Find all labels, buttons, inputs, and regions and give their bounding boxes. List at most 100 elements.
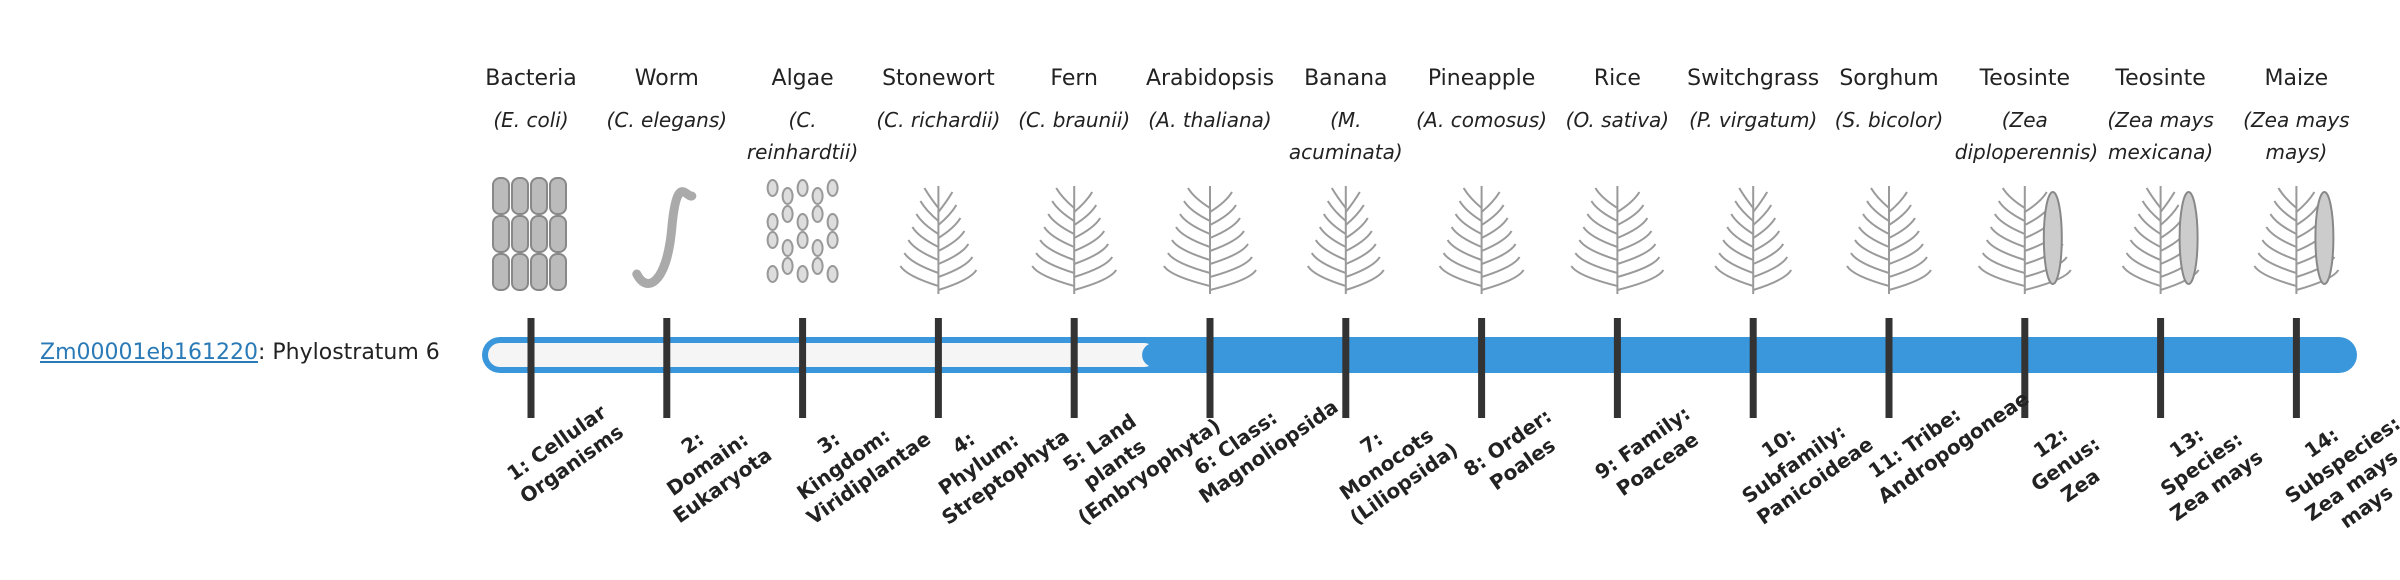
organism-species: (C. braunii) [1018, 108, 1131, 132]
leaf [1171, 239, 1211, 261]
leaf [2257, 252, 2297, 274]
leaf [1345, 243, 1377, 265]
leaf [1209, 191, 1233, 213]
bar-unfilled [488, 343, 1157, 367]
organism-species: (S. bicolor) [1834, 108, 1944, 132]
leaf [923, 187, 940, 209]
leaf [1163, 265, 1211, 287]
organism-name: Teosinte [2115, 66, 2206, 91]
organism-species: (C. reinhardtii) [746, 108, 859, 164]
cell [781, 239, 794, 257]
cell [492, 253, 510, 291]
leaf [1854, 239, 1890, 261]
leaf [1985, 239, 2026, 261]
ear [2042, 191, 2063, 285]
leaf [2137, 213, 2162, 235]
leaf [1888, 204, 1912, 226]
leaf [903, 252, 939, 274]
cell [826, 213, 839, 231]
cell [766, 231, 779, 249]
organism-name: Pineapple [1427, 66, 1536, 91]
leaf [1582, 226, 1618, 248]
leaf [2269, 213, 2297, 235]
cell [492, 177, 510, 215]
leaf [1322, 213, 1347, 235]
leaf [915, 213, 939, 235]
organism-illustration [1031, 186, 1118, 294]
cell [549, 177, 567, 215]
leaf [899, 265, 939, 287]
leaf [2159, 191, 2176, 213]
leaf [1714, 265, 1754, 287]
organism-species: (E. coli) [493, 108, 569, 132]
leaf [937, 217, 962, 239]
leaf [1310, 252, 1347, 274]
leaf [1187, 187, 1211, 209]
leaf [1318, 226, 1347, 248]
organism-name: Fern [1050, 66, 1098, 91]
ear [2178, 191, 2199, 285]
organism-species: (Zea diploperennis) [1954, 108, 2099, 164]
leaf [2024, 191, 2048, 213]
leaf [1888, 243, 1924, 265]
leaf [1209, 256, 1253, 278]
leaf [2261, 239, 2297, 261]
cell [549, 215, 567, 253]
leaf [937, 191, 954, 213]
leaf [2133, 226, 2162, 248]
organism-illustration [899, 186, 978, 294]
leaf [1738, 187, 1754, 209]
leaf [1590, 200, 1618, 222]
leaf [1345, 269, 1385, 291]
ear [2314, 191, 2335, 285]
gene-link[interactable]: Zm00001eb161220 [40, 340, 258, 365]
leaf [1167, 252, 1211, 274]
leaf [2273, 200, 2297, 222]
cell [811, 187, 824, 205]
leaf [1752, 256, 1789, 278]
leaf [907, 239, 939, 261]
leaf [1850, 252, 1890, 274]
organism-species: (C. richardii) [876, 108, 1001, 132]
leaf [911, 226, 939, 248]
cell [811, 239, 824, 257]
leaf [1888, 191, 1908, 213]
leaf [1570, 265, 1618, 287]
leaf [1481, 256, 1521, 278]
organism-species: (Zea mays mexicana) [2107, 108, 2214, 164]
cell [766, 179, 779, 197]
leaf [937, 230, 966, 252]
leaf [1073, 243, 1110, 265]
leaf [1480, 191, 1501, 213]
cell [492, 215, 510, 253]
leaf [2265, 226, 2297, 248]
organism-name: Arabidopsis [1145, 66, 1275, 91]
organism-illustration [2121, 186, 2200, 294]
organism-name: Maize [2264, 66, 2329, 91]
leaf [1617, 256, 1661, 278]
organism-species: (M. acuminata) [1288, 108, 1403, 164]
leaf [1442, 252, 1482, 274]
organism-name: Rice [1593, 66, 1641, 91]
leaf [1073, 269, 1118, 291]
organism-species: (O. sativa) [1565, 108, 1670, 132]
leaf [1888, 256, 1928, 278]
organism-illustration [1438, 186, 1525, 294]
gene-label: : Phylostratum 6 [257, 340, 440, 365]
leaf [1462, 187, 1483, 209]
organism-illustration [1846, 186, 1932, 294]
organism-name: Worm [634, 66, 699, 91]
cell [511, 215, 529, 253]
organism-illustration [1163, 186, 1257, 294]
cell [511, 253, 529, 291]
cell [530, 215, 548, 253]
leaf [1594, 187, 1618, 209]
cell [766, 213, 779, 231]
organism-name: Switchgrass [1687, 66, 1820, 91]
leaf [2296, 269, 2340, 291]
leaf [1043, 226, 1075, 248]
leaf [1722, 239, 1754, 261]
leaf [1345, 256, 1381, 278]
leaf [1734, 200, 1754, 222]
leaf [1578, 239, 1618, 261]
